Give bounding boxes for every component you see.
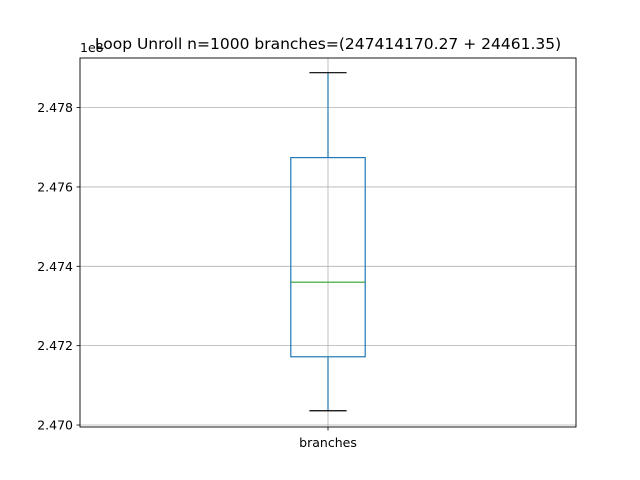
interquartile-box [290,156,366,358]
y-tick-label: 2.472 [37,338,73,353]
chart-title: Loop Unroll n=1000 branches=(247414170.2… [95,35,561,53]
y-tick-label: 2.476 [37,179,73,194]
axes-frame [79,57,577,428]
y-tick-label: 2.478 [37,100,73,115]
axes: 2.470 2.472 2.474 2.476 2.478 branches [37,57,577,450]
box-plot-series [290,72,366,412]
y-tick-label: 2.474 [37,259,73,274]
y-axis-offset-label: 1e8 [80,40,104,55]
x-tick-label: branches [299,435,357,450]
y-tick-label: 2.470 [37,418,73,433]
